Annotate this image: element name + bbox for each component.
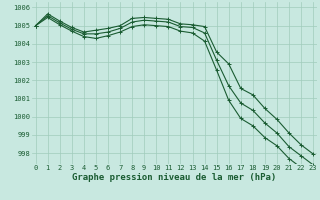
X-axis label: Graphe pression niveau de la mer (hPa): Graphe pression niveau de la mer (hPa) [72,173,276,182]
